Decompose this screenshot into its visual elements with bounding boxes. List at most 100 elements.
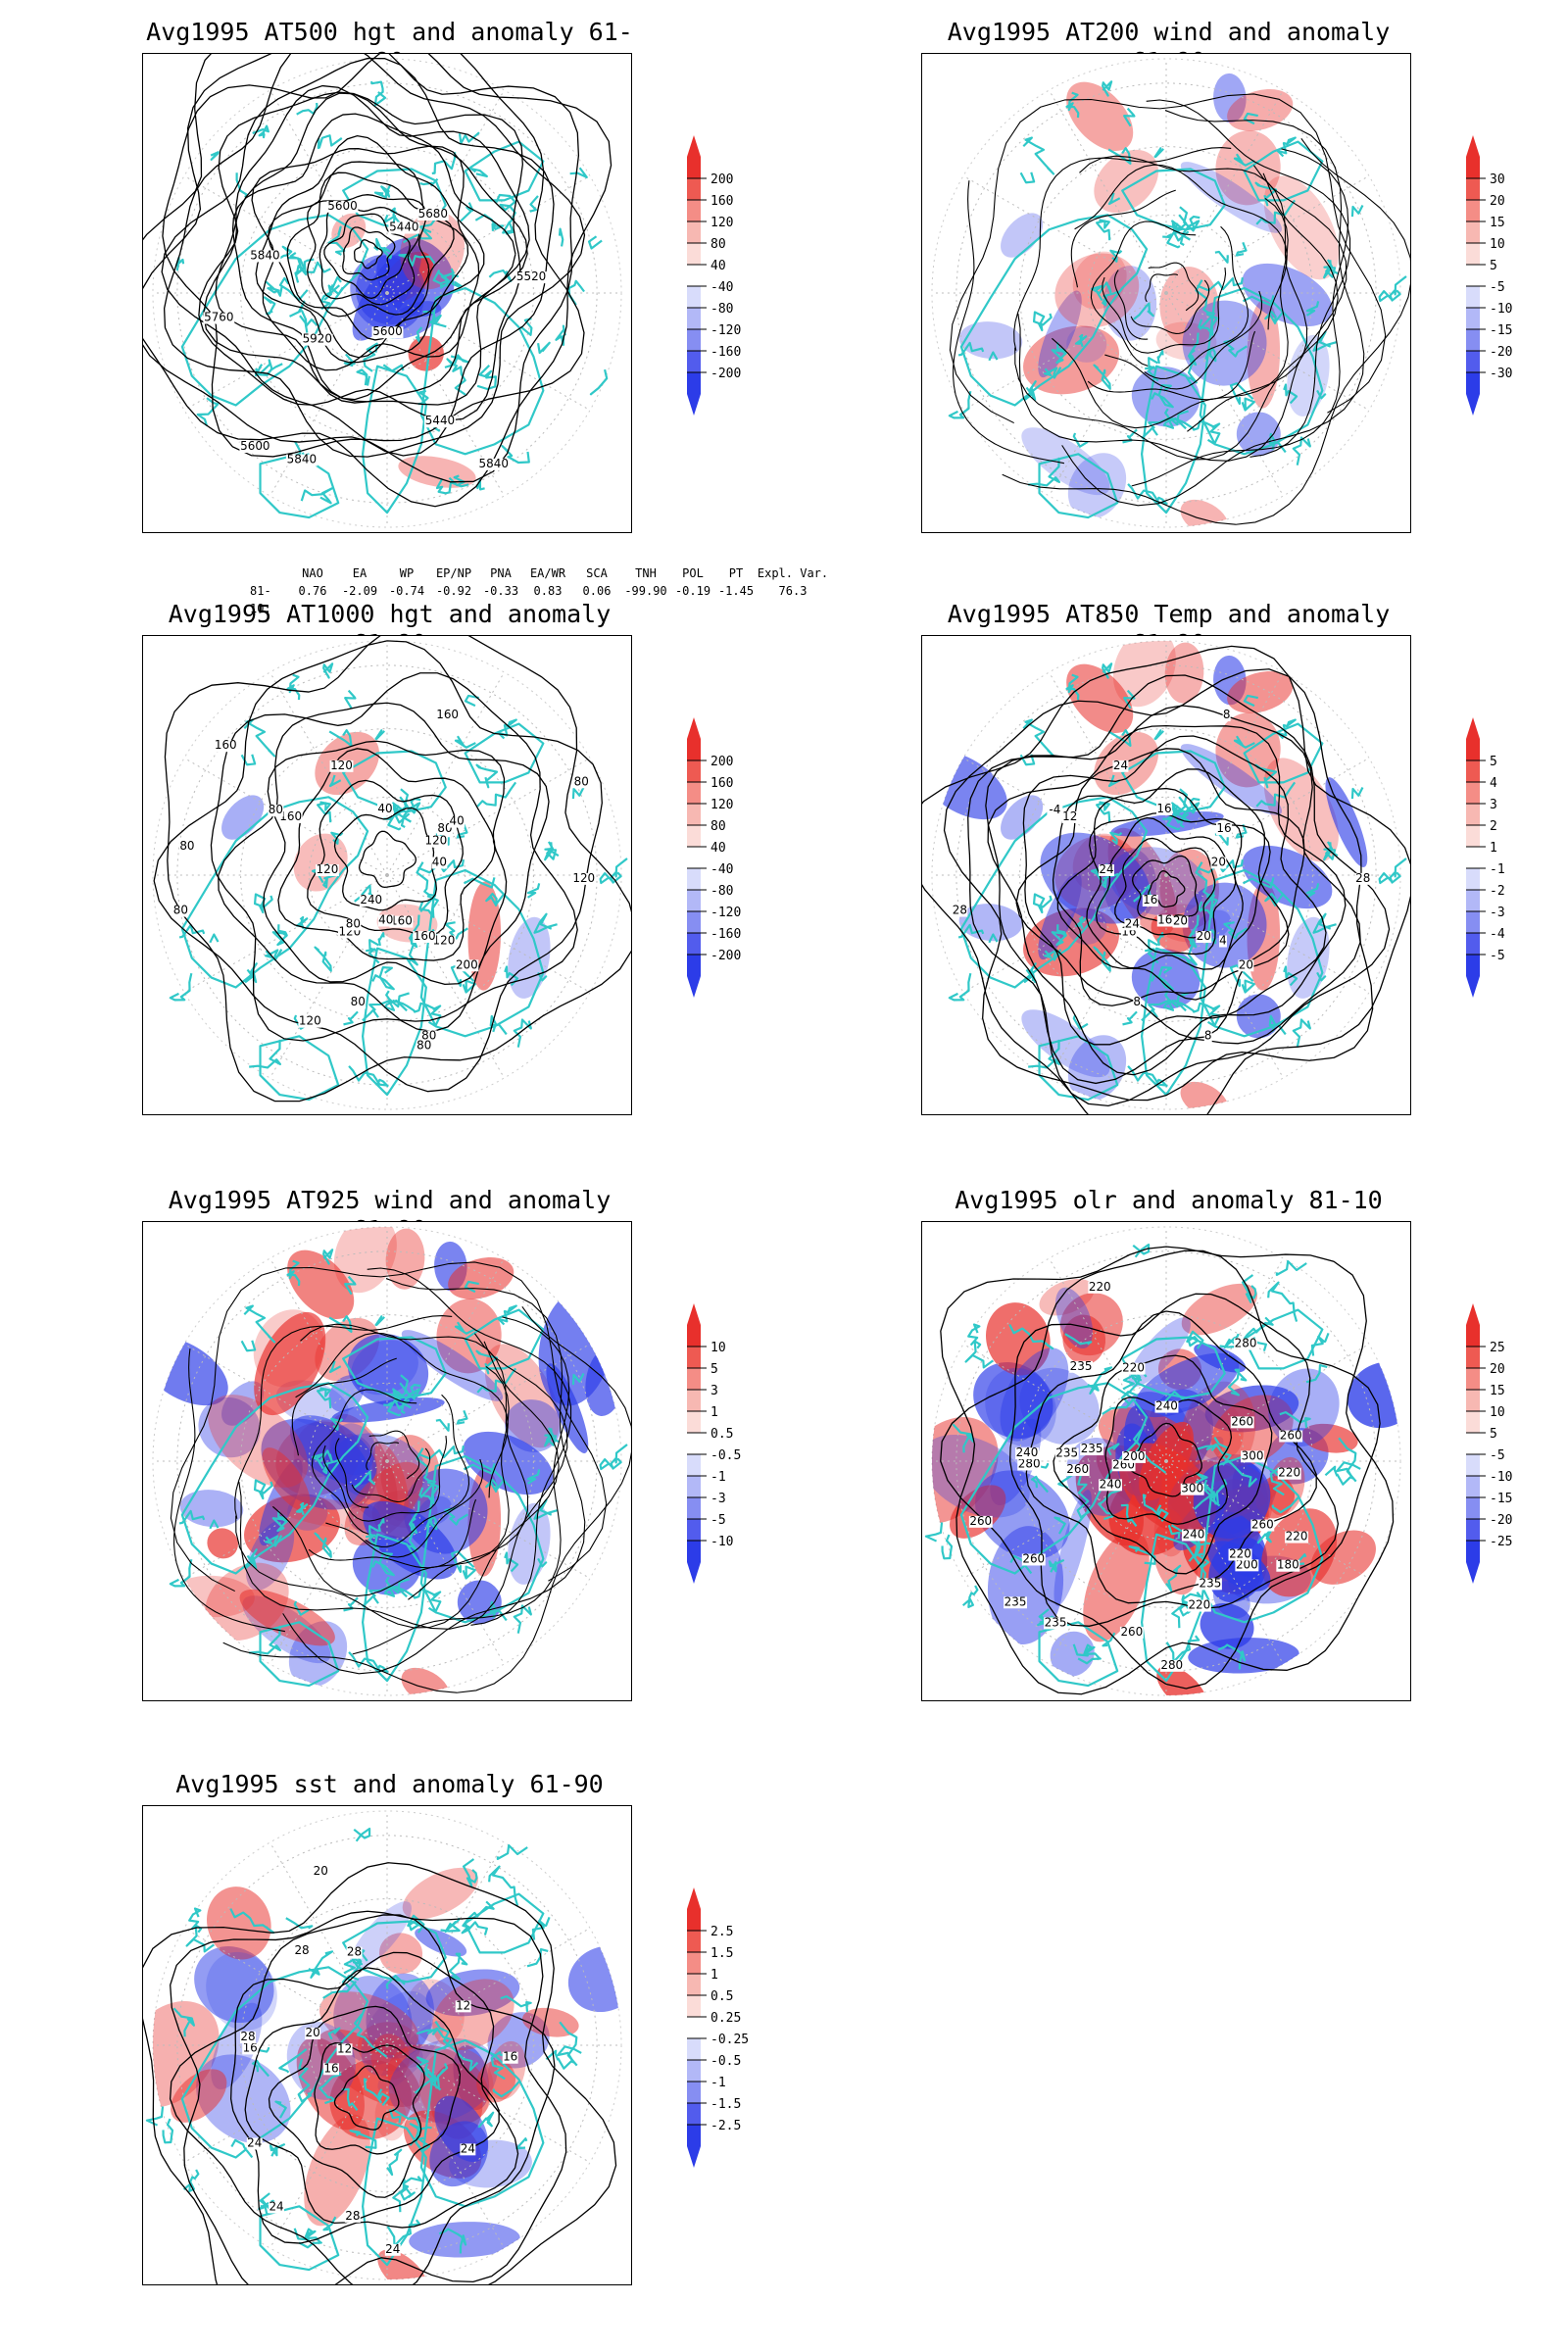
colorbar-swatch [687,1541,701,1562]
colorbar-label: 1.5 [710,1946,733,1961]
label-bg [1203,1030,1212,1043]
index-header: WP [399,566,415,580]
coastline-detail [1095,801,1111,823]
indices-row-label: 81-10: [250,584,271,615]
coastline-detail [476,781,517,808]
contour-line [198,91,523,422]
streamline [295,1332,509,1498]
label-bg [1354,872,1371,885]
coastline-detail [531,1916,551,1940]
coastline-detail [537,971,548,982]
contour-line [1114,837,1216,939]
label-bg [246,2137,263,2150]
coastline-detail [444,1507,468,1526]
coastline-detail [1292,436,1311,466]
colorbar-label: 15 [1490,216,1505,230]
contour-label: 300 [1242,1448,1264,1462]
contour-line [940,1250,1381,1690]
coastline-detail [1077,1652,1102,1665]
coastline-detail [1195,1445,1217,1451]
coastline-detail [502,220,514,235]
coastline-detail [287,257,305,283]
colorbar-cap [1466,976,1480,998]
contour-line [164,636,631,1102]
anomaly-patch [246,1519,295,1591]
coastline-detail [376,1078,389,1088]
contour-label: 235 [1200,1576,1222,1590]
anomaly-patch [262,1447,311,1511]
coastline [1199,286,1324,456]
label-bg [455,959,479,972]
label-bg [1119,1626,1144,1639]
contour-label: 40 [377,802,392,815]
coastline-detail [1072,1014,1089,1030]
coastline-detail [374,729,385,741]
panel-at200: Avg1995 AT200 wind and anomaly 61-90 302… [921,18,1568,596]
colorbar-swatch [687,1952,701,1974]
coastline-detail [948,390,972,419]
meridian [1165,671,1284,876]
coastline-detail [1162,229,1191,241]
anomaly-patch [1102,266,1157,341]
contour-label: 12 [1062,809,1077,823]
label-bg [1122,1450,1146,1463]
contour-line [161,57,555,457]
label-bg [1142,895,1158,906]
anomaly-patch [211,2002,263,2090]
coastline-detail [271,924,288,947]
colorbar-label: -5 [1490,280,1505,295]
contour-label: 80 [269,803,283,816]
coastline-detail [476,365,498,391]
label-bg [268,805,284,817]
colorbar-swatch [687,308,701,329]
contour-line [1053,1354,1273,1575]
coastline-detail [1310,1332,1330,1356]
coastline-detail [408,914,420,966]
streamline [1079,155,1308,432]
streamline [1090,220,1197,367]
coastline-detail [416,1447,437,1498]
coastline-detail [1022,136,1055,175]
meridian [386,89,505,294]
label-bg [1172,915,1189,928]
anomaly-patch [931,1434,1030,1518]
contour-label: 24 [1099,862,1113,876]
coastline-detail [1087,1366,1113,1395]
contour-label: 28 [294,1943,309,1957]
coastline-detail [1233,153,1255,167]
coastline-detail [462,1900,495,1930]
coastline-detail [1133,302,1154,320]
contour-label: 5920 [303,332,332,346]
label-bg [968,1515,993,1528]
indices-value-row: 81-10: 0.76 -2.09 -0.74 -0.92 -0.33 0.83… [250,582,877,615]
coastline-detail [1213,1436,1258,1488]
label-bg [1044,1617,1068,1630]
colorbar-label: 5 [1490,1427,1497,1442]
colorbar-svg: 5 4 3 2 1 -1 -2 -3 -4 -5 [1466,717,1505,998]
colorbar-label: -120 [710,323,741,338]
contour-line [1009,1293,1340,1627]
contour-label: 5600 [240,439,270,453]
colorbar-label: -80 [710,884,733,899]
coastline-detail [1054,1516,1066,1535]
colorbar: 200 160 120 80 40 -40 -80 -120 -160 -200 [681,715,838,1009]
colorbar-swatch [1466,804,1480,825]
anomaly-patch [239,1589,335,1646]
contour-label: 20 [314,1864,328,1878]
colorbar-swatch [1466,1390,1480,1411]
colorbar-label: 20 [1490,194,1505,209]
anomaly-patch [432,1979,514,2050]
coastline-detail [303,258,331,273]
coastline-detail [485,892,505,907]
label-bg [1054,1447,1079,1460]
coastline-detail [169,972,193,1002]
label-bg [1133,997,1142,1009]
coastline-detail [1189,797,1200,810]
streamline [1144,225,1250,379]
coastline-detail [1242,877,1275,889]
contour-label: 4 [1219,934,1227,948]
coastline-detail [454,735,476,749]
colorbar-swatch [687,1411,701,1433]
coastline-detail [1198,313,1218,336]
colorbar-label: -1.5 [710,2097,741,2112]
